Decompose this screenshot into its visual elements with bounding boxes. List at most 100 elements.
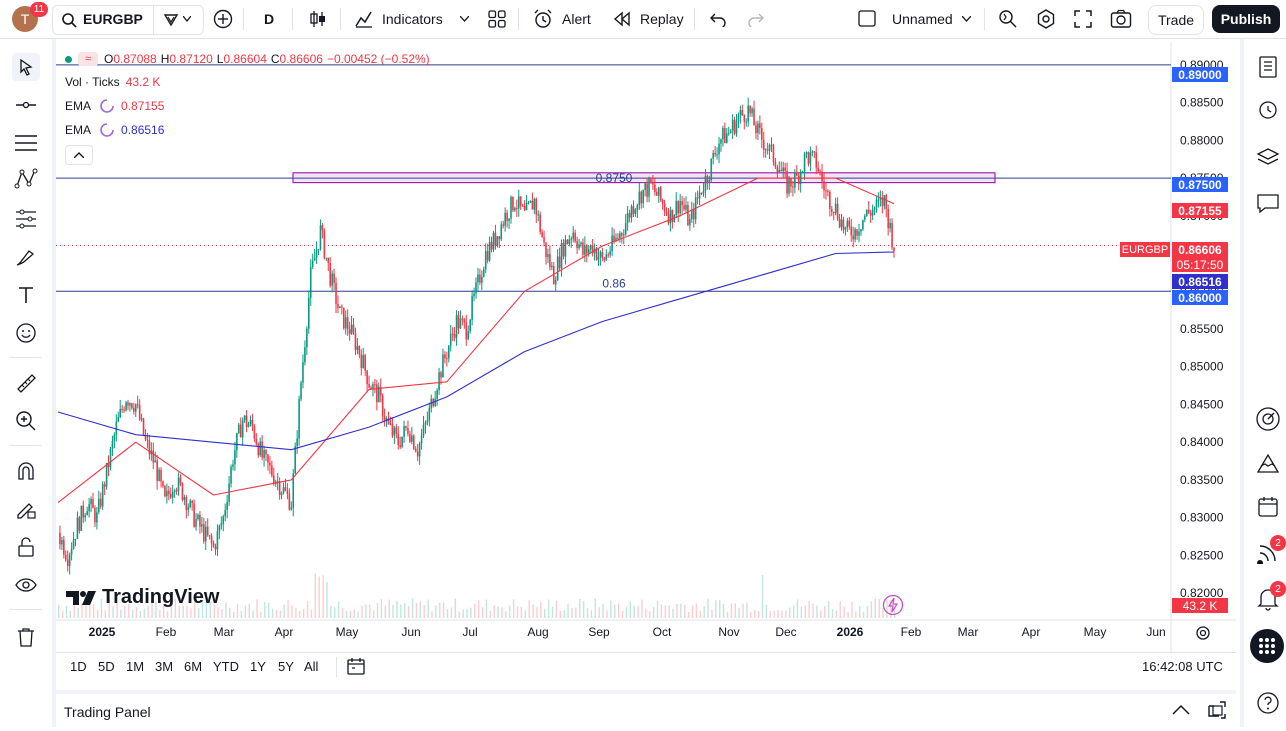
candle-body <box>119 408 122 418</box>
ema-fast-legend[interactable]: EMA 0.87155 <box>65 97 164 115</box>
fullscreen-icon[interactable] <box>1073 9 1093 29</box>
redo-icon[interactable] <box>747 11 765 27</box>
pine-button[interactable] <box>1254 449 1282 477</box>
trading-panel-title[interactable]: Trading Panel <box>64 704 151 720</box>
lightning-icon[interactable] <box>882 594 904 616</box>
tradingview-logo[interactable]: TradingView <box>66 586 219 609</box>
add-symbol-icon[interactable] <box>213 9 233 29</box>
candle-body <box>582 242 584 255</box>
trade-button[interactable]: Trade <box>1148 5 1204 35</box>
fib-tool[interactable] <box>12 129 40 157</box>
layout-checkbox-icon[interactable] <box>858 10 877 28</box>
layout-name[interactable]: Unnamed <box>892 11 953 27</box>
settings-icon[interactable] <box>1035 8 1057 30</box>
compare-icon[interactable] <box>163 13 179 27</box>
volume-bar <box>69 610 72 618</box>
volume-legend[interactable]: Vol · Ticks 43.2 K <box>65 73 160 91</box>
candle-body <box>726 133 728 144</box>
timeframe-1y[interactable]: 1Y <box>250 659 266 674</box>
camera-icon[interactable] <box>1110 9 1132 29</box>
emoji-tool[interactable] <box>12 319 40 347</box>
candle-body <box>727 132 730 134</box>
timeframe-ytd[interactable]: YTD <box>213 659 239 674</box>
volume-bar <box>582 600 585 618</box>
volume-bar <box>501 607 503 618</box>
chats-button[interactable] <box>1254 189 1282 217</box>
maximize-panel-icon[interactable] <box>1208 701 1226 719</box>
hide-tool[interactable] <box>12 571 40 599</box>
timeframe-1d[interactable]: 1D <box>70 659 87 674</box>
candle-body <box>731 119 734 131</box>
stay-drawing-tool[interactable] <box>12 495 40 523</box>
date-range-icon[interactable] <box>346 657 366 677</box>
candle-body <box>455 315 458 338</box>
chevron-down-icon[interactable] <box>460 16 469 22</box>
calendar-button[interactable] <box>1254 493 1282 521</box>
alert-button[interactable]: Alert <box>562 11 591 27</box>
magnet-tool[interactable] <box>12 457 40 485</box>
undo-icon[interactable] <box>709 11 727 27</box>
symbol-search[interactable]: EURGBP <box>52 5 204 35</box>
chevron-up-icon[interactable] <box>1172 704 1190 716</box>
products-button[interactable] <box>1250 629 1284 663</box>
alerts-button[interactable] <box>1254 95 1282 123</box>
streams-button[interactable] <box>1254 539 1282 567</box>
volume-bar <box>143 608 145 618</box>
timeframe-6m[interactable]: 6M <box>184 659 203 674</box>
cursor-tool[interactable] <box>12 53 40 81</box>
candle-body <box>883 195 886 206</box>
pattern-tool[interactable] <box>12 165 40 193</box>
data-window-button[interactable] <box>1254 143 1282 171</box>
volume-bar <box>493 605 495 618</box>
timeframe-5y[interactable]: 5Y <box>278 659 294 674</box>
zoom-tool[interactable] <box>12 407 40 435</box>
candle-body <box>735 121 738 134</box>
candle-body <box>449 333 452 346</box>
candle-body <box>574 232 576 242</box>
axis-settings-icon[interactable] <box>1194 624 1212 642</box>
candles-icon[interactable] <box>308 9 328 29</box>
templates-icon[interactable] <box>487 9 507 29</box>
candle-body <box>391 424 394 436</box>
timeframe-5d[interactable]: 5D <box>98 659 115 674</box>
timeframe-all[interactable]: All <box>304 659 319 674</box>
quick-search-icon[interactable] <box>997 8 1019 30</box>
help-button[interactable] <box>1254 689 1282 717</box>
ideas-button[interactable] <box>1254 405 1282 433</box>
candle-body <box>354 332 357 351</box>
candle-body <box>142 418 145 436</box>
text-tool[interactable] <box>12 281 40 309</box>
trading-panel[interactable]: Trading Panel <box>56 690 1236 731</box>
volume-bar <box>497 606 499 618</box>
candle-body <box>181 483 184 500</box>
ohlc-legend: ≈ O 0.87088 H 0.87120 L 0.86604 C 0.86606 −0… <box>65 50 430 68</box>
replay-button[interactable]: Replay <box>640 11 684 27</box>
trend-line-tool[interactable] <box>12 91 40 119</box>
chevron-down-icon[interactable] <box>962 16 971 22</box>
volume-bar <box>124 605 126 618</box>
candle-body <box>96 512 98 523</box>
lock-tool[interactable] <box>12 533 40 561</box>
candle-body <box>706 176 709 183</box>
publish-button[interactable]: Publish <box>1212 5 1280 33</box>
ema-slow-legend[interactable]: EMA 0.86516 <box>65 121 164 139</box>
timeframe-1m[interactable]: 1M <box>126 659 145 674</box>
forecast-tool[interactable] <box>12 205 40 233</box>
brush-tool[interactable] <box>12 243 40 271</box>
candle-body <box>838 218 841 228</box>
close-value: 0.86606 <box>279 52 323 66</box>
measure-tool[interactable] <box>12 369 40 397</box>
candle-body <box>889 222 891 229</box>
watchlist-button[interactable] <box>1254 53 1282 81</box>
candle-body <box>506 212 508 221</box>
candle-body <box>212 543 215 547</box>
collapse-legend-button[interactable] <box>65 145 93 165</box>
remove-tool[interactable] <box>12 623 40 651</box>
indicators-button[interactable]: Indicators <box>382 11 443 27</box>
interval-button[interactable]: D <box>264 11 275 27</box>
volume-bar <box>376 602 379 618</box>
timeframe-3m[interactable]: 3M <box>155 659 174 674</box>
price-chart[interactable]: 0.82000 0.82500 0.83000 0.83500 0.84000 0.845… <box>56 42 1236 652</box>
chart-pane[interactable]: 0.82000 0.82500 0.83000 0.83500 0.84000 0.845… <box>56 42 1236 682</box>
clock[interactable]: 16:42:08 UTC <box>1142 659 1223 674</box>
